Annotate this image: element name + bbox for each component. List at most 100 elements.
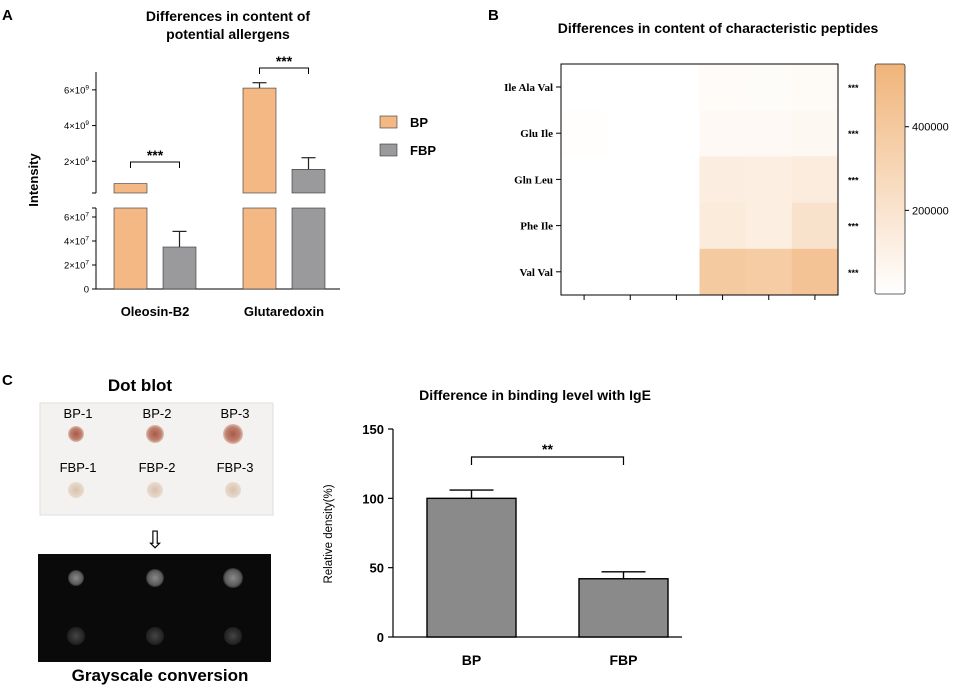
y-tick-label: 2×109 — [64, 156, 89, 168]
heatmap-row-label: Glu Ile — [520, 128, 553, 140]
significance-bracket — [470, 456, 625, 465]
significance-label: *** — [276, 53, 293, 69]
heatmap-cell — [561, 202, 608, 250]
panel-a-title-line1: Differences in content of — [146, 8, 310, 24]
gray-dot-bp — [68, 570, 84, 586]
heatmap-row-label: Val Val — [519, 267, 553, 279]
blot-dot-bp — [146, 425, 164, 443]
y-tick-label: 4×107 — [64, 236, 89, 248]
x-category-label: Glutaredoxin — [244, 304, 324, 319]
heatmap-cell — [745, 110, 793, 157]
heatmap-cell — [607, 202, 654, 250]
blot-label-bottom: FBP-2 — [139, 460, 176, 475]
heatmap-cell — [607, 156, 654, 204]
panel-a-y-axis-label: Intensity — [26, 153, 41, 207]
significance-bracket — [259, 67, 309, 74]
blot-label-bottom: FBP-1 — [60, 460, 97, 475]
significance-label: *** — [147, 147, 164, 163]
dot-blot-title: Dot blot — [108, 376, 173, 395]
heatmap-row-label: Ile Ala Val — [504, 82, 553, 94]
colorbar-tick-label: 200000 — [912, 205, 949, 217]
colorbar-tick-label: 400000 — [912, 122, 949, 134]
panel-c-y-axis-label: Relative density(%) — [323, 484, 335, 583]
panel-label-c: C — [2, 372, 13, 389]
heatmap-cell — [653, 64, 700, 111]
heatmap-cell — [561, 110, 608, 157]
heatmap-cell — [791, 64, 839, 111]
panel-label-a: A — [2, 7, 13, 24]
heatmap-cell — [699, 110, 747, 157]
bar-bp — [242, 207, 277, 290]
blot-dot-bp — [68, 426, 84, 442]
heatmap-cell — [561, 64, 608, 111]
significance-bracket — [130, 161, 180, 168]
down-arrow-icon: ⇩ — [145, 527, 165, 554]
significance-label: ** — [542, 441, 553, 457]
y-tick-label: 4×109 — [64, 120, 89, 132]
blot-label-top: BP-1 — [64, 406, 93, 421]
heatmap-cell — [607, 248, 654, 296]
panel-c-title: Difference in binding level with IgE — [419, 387, 651, 403]
legend-swatch-fbp — [379, 143, 398, 157]
x-category-label: BP — [462, 652, 481, 668]
gray-dot-bp — [146, 569, 164, 587]
bar-fbp — [578, 578, 669, 638]
bar-bp — [242, 87, 277, 194]
panel-label-b: B — [488, 7, 499, 24]
blot-dot-fbp — [68, 482, 84, 498]
heatmap-cell — [653, 110, 700, 157]
blot-dot-fbp — [225, 482, 241, 498]
bar-bp — [426, 497, 517, 638]
heatmap-cell — [699, 248, 747, 296]
y-tick-label: 2×107 — [64, 260, 89, 272]
blot-label-top: BP-3 — [221, 406, 250, 421]
panel-a-chart: Differences in content of potential alle… — [26, 8, 436, 319]
gray-dot-fbp — [224, 627, 242, 645]
grayscale-caption: Grayscale conversion — [72, 666, 249, 685]
legend-swatch-bp — [379, 115, 398, 129]
y-tick-label: 150 — [362, 422, 384, 437]
y-tick-label: 6×109 — [64, 84, 89, 96]
gray-dot-fbp — [146, 627, 164, 645]
gray-dot-fbp — [67, 627, 85, 645]
heatmap-cell — [745, 156, 793, 204]
x-category-label: FBP — [610, 652, 638, 668]
y-tick-label: 100 — [362, 491, 384, 506]
row-significance-label: *** — [848, 129, 859, 139]
heatmap-cell — [791, 248, 839, 296]
heatmap-cell — [653, 248, 700, 296]
y-tick-label: 50 — [370, 561, 384, 576]
gray-dot-bp — [223, 568, 243, 588]
heatmap-cell — [745, 202, 793, 250]
heatmap-cell — [699, 64, 747, 111]
bar-fbp — [291, 207, 326, 290]
blot-label-top: BP-2 — [143, 406, 172, 421]
bar-fbp — [162, 246, 197, 290]
blot-dot-bp — [223, 424, 243, 444]
y-tick-label: 0 — [377, 630, 384, 645]
heatmap-cell — [561, 248, 608, 296]
panel-b-heatmap: Differences in content of characteristic… — [504, 20, 949, 300]
legend-label-bp: BP — [410, 115, 428, 130]
heatmap-row-label: Phe Ile — [520, 221, 553, 233]
heatmap-cell — [745, 64, 793, 111]
heatmap-cell — [607, 110, 654, 157]
heatmap-row-label: Gln Leu — [514, 174, 553, 186]
heatmap-cell — [653, 156, 700, 204]
dot-blot-panel: Dot blot BP-1 BP-2 BP-3 FBP-1 FBP-2 FBP-3 ⇩ … — [38, 376, 274, 685]
heatmap-cell — [653, 202, 700, 250]
heatmap-cell — [745, 248, 793, 296]
panel-c-chart: Difference in binding level with IgE Rel… — [323, 387, 682, 668]
row-significance-label: *** — [848, 268, 859, 278]
panel-a-title-line2: potential allergens — [166, 26, 290, 42]
bar-bp — [113, 207, 148, 290]
heatmap-cell — [699, 156, 747, 204]
blot-dot-fbp — [147, 482, 163, 498]
x-category-label: Oleosin-B2 — [121, 304, 190, 319]
bar-fbp — [291, 169, 326, 194]
heatmap-cell — [791, 202, 839, 250]
row-significance-label: *** — [848, 175, 859, 185]
panel-b-title: Differences in content of characteristic… — [558, 20, 879, 36]
legend-label-fbp: FBP — [410, 143, 436, 158]
row-significance-label: *** — [848, 83, 859, 93]
